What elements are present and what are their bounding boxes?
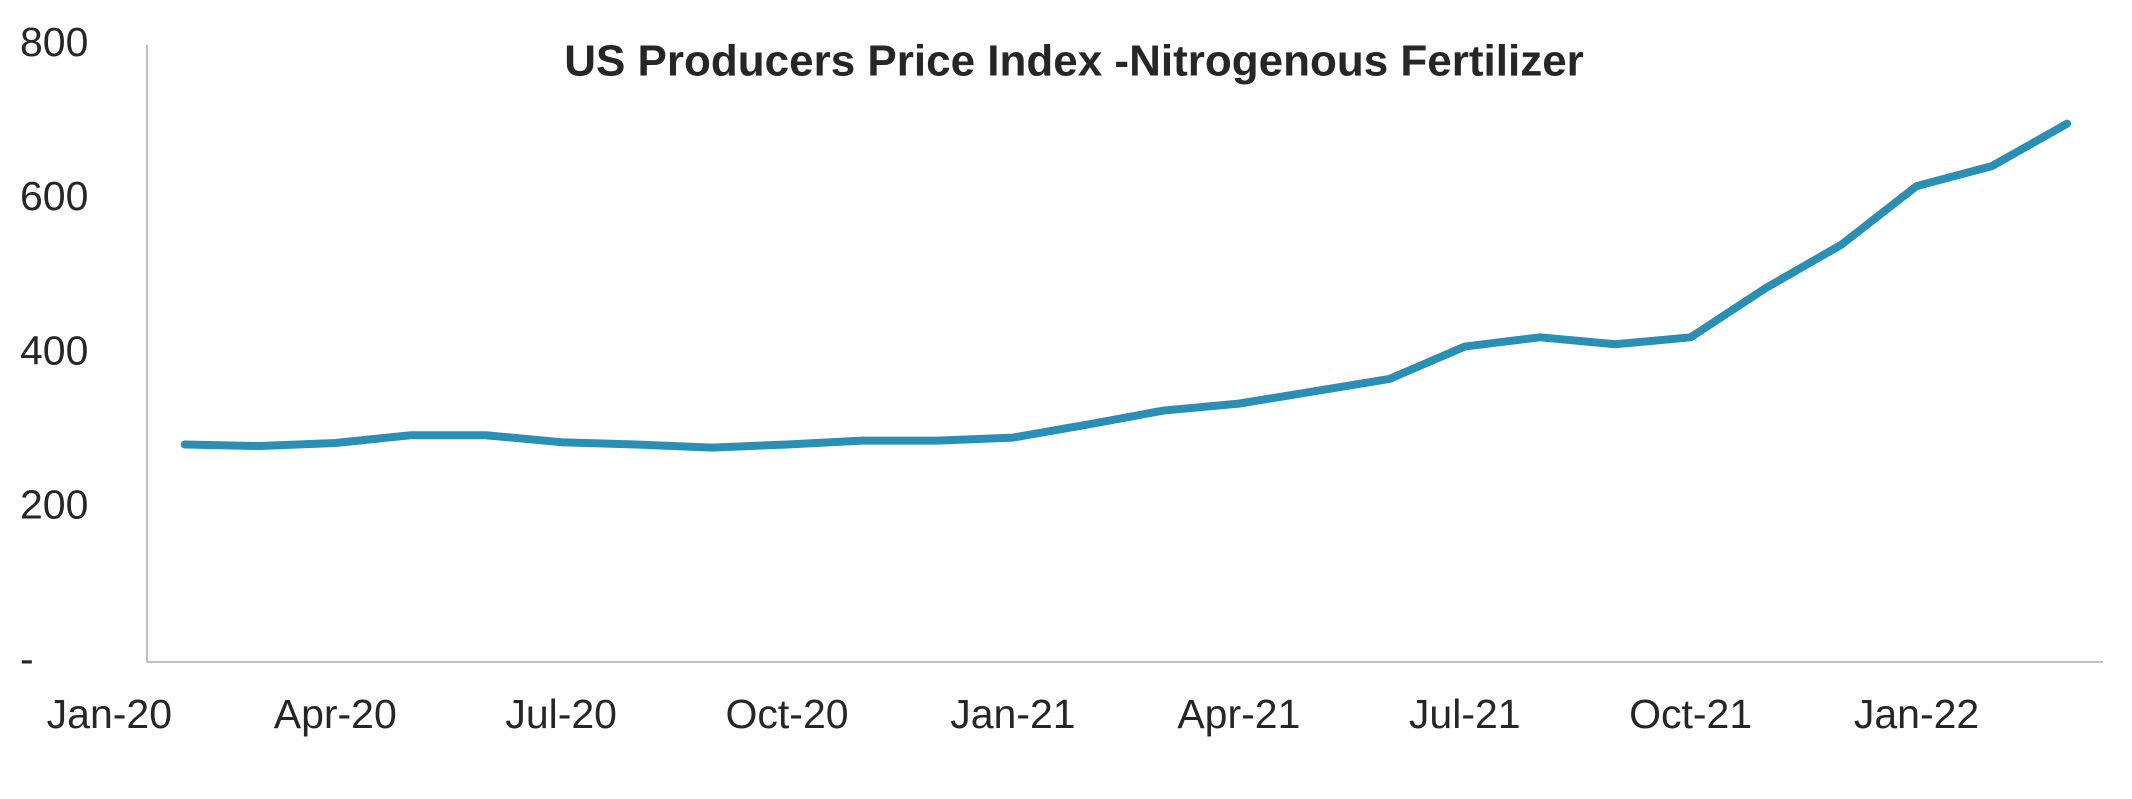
- x-tick-label: Oct-20: [726, 691, 849, 737]
- x-tick-label: Apr-20: [274, 691, 397, 737]
- x-tick-label: Apr-21: [1177, 691, 1300, 737]
- chart-title: US Producers Price Index -Nitrogenous Fe…: [564, 37, 1584, 86]
- y-tick-label: 400: [20, 327, 88, 373]
- y-tick-label: 800: [20, 19, 88, 65]
- x-tick-label: Jan-20: [47, 691, 172, 737]
- x-tick-label: Jan-22: [1854, 691, 1979, 737]
- y-tick-label: 600: [20, 173, 88, 219]
- line-series: [180, 119, 2072, 452]
- x-tick-label: Jan-21: [950, 691, 1075, 737]
- y-tick-label: 200: [20, 482, 88, 528]
- x-tick-label: Oct-21: [1629, 691, 1752, 737]
- x-tick-label: Jul-20: [505, 691, 617, 737]
- x-tick-label: Jul-21: [1409, 691, 1521, 737]
- y-tick-label: -: [20, 636, 34, 682]
